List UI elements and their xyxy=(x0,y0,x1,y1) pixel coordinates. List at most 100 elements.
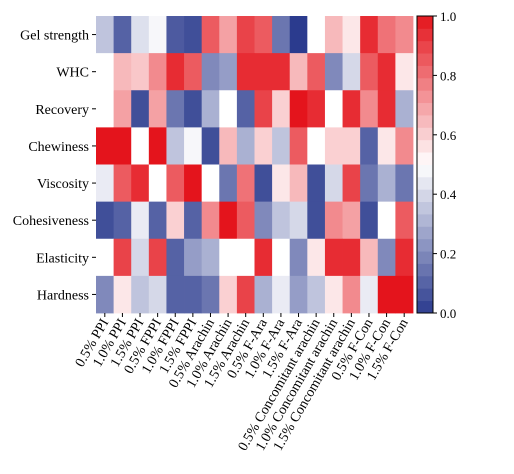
colorbar-tick-label: 0.8 xyxy=(440,68,456,83)
heatmap-cell xyxy=(166,238,185,277)
heatmap-cell xyxy=(219,164,238,203)
heatmap-cell xyxy=(236,90,255,128)
heatmap-cell xyxy=(342,238,361,277)
heatmap-cell xyxy=(360,90,379,128)
heatmap-cell xyxy=(289,127,308,165)
heatmap-cell xyxy=(201,201,220,240)
colorbar-segment xyxy=(417,251,433,264)
heatmap-cell xyxy=(342,16,361,54)
row-label: WHC xyxy=(56,66,89,81)
heatmap-cell xyxy=(148,201,167,240)
row-label: Viscosity xyxy=(37,177,89,192)
heatmap-cell xyxy=(184,127,203,165)
heatmap-cell xyxy=(113,201,132,240)
heatmap-cell xyxy=(324,164,343,203)
heatmap-cell xyxy=(236,16,255,54)
heatmap-cell xyxy=(201,127,220,165)
heatmap-cell xyxy=(201,53,220,91)
colorbar-segment xyxy=(417,189,433,203)
heatmap-cell xyxy=(395,16,414,54)
heatmap-cell xyxy=(219,238,238,277)
heatmap-cell xyxy=(272,90,291,128)
heatmap-cell xyxy=(131,127,150,165)
colorbar-segment xyxy=(417,139,433,153)
heatmap-cell xyxy=(254,238,273,277)
heatmap-cell xyxy=(395,90,414,128)
heatmap-cell xyxy=(236,201,255,240)
heatmap-cell xyxy=(201,164,220,203)
heatmap-cell xyxy=(184,16,203,54)
heatmap-cell xyxy=(324,201,343,240)
heatmap-cell xyxy=(395,275,414,314)
heatmap-cell xyxy=(254,53,273,91)
heatmap-cell xyxy=(148,238,167,277)
heatmap-cell xyxy=(131,164,150,203)
heatmap-cell xyxy=(148,164,167,203)
heatmap-cell xyxy=(96,90,115,128)
heatmap-cell xyxy=(184,238,203,277)
heatmap-cell xyxy=(342,201,361,240)
heatmap-cell xyxy=(184,201,203,240)
heatmap-cell xyxy=(148,53,167,91)
heatmap-cell xyxy=(289,238,308,277)
heatmap-cell xyxy=(184,275,203,314)
heatmap-cell xyxy=(166,53,185,91)
colorbar-segment xyxy=(417,77,433,91)
heatmap-cell xyxy=(254,16,273,54)
heatmap-cell xyxy=(113,16,132,54)
heatmap-cell xyxy=(377,275,396,314)
heatmap-cell xyxy=(184,164,203,203)
colorbar-tick-label: 0.2 xyxy=(440,247,456,262)
colorbar-tick-label: 0.0 xyxy=(440,306,456,321)
heatmap-cell xyxy=(201,238,220,277)
heatmap-cell xyxy=(342,53,361,91)
heatmap-cell xyxy=(360,275,379,314)
heatmap-cell xyxy=(307,127,326,165)
heatmap-cell xyxy=(342,164,361,203)
colorbar: 0.0 0.2 0.4 0.6 0.8 1.0 xyxy=(416,9,457,321)
heatmap-cell xyxy=(377,16,396,54)
heatmap-cell xyxy=(254,90,273,128)
heatmap-cell xyxy=(324,90,343,128)
heatmap-cell xyxy=(96,201,115,240)
heatmap-cell xyxy=(166,164,185,203)
row-label: Hardness xyxy=(37,288,89,303)
heatmap-cell xyxy=(272,238,291,277)
heatmap-cell xyxy=(395,238,414,277)
heatmap-cell xyxy=(236,164,255,203)
heatmap-cell xyxy=(148,90,167,128)
row-label: Recovery xyxy=(35,103,89,118)
heatmap-cell xyxy=(166,16,185,54)
heatmap-cell xyxy=(113,164,132,203)
heatmap-cell xyxy=(113,238,132,277)
colorbar-segment xyxy=(417,226,433,240)
heatmap-cell xyxy=(272,53,291,91)
heatmap-cell xyxy=(324,16,343,54)
heatmap-cell xyxy=(219,127,238,165)
heatmap-cell xyxy=(113,53,132,91)
heatmap-cell xyxy=(324,238,343,277)
heatmap-cell xyxy=(342,275,361,314)
heatmap-cell xyxy=(113,127,132,165)
colorbar-tick-label: 0.4 xyxy=(440,187,457,202)
colorbar-segment xyxy=(417,28,433,42)
heatmap-cell xyxy=(131,201,150,240)
row-label: Cohesiveness xyxy=(13,214,89,229)
heatmap-cell xyxy=(307,90,326,128)
colorbar-segment xyxy=(417,214,433,227)
colorbar-segment xyxy=(417,102,433,116)
heatmap-cell xyxy=(360,238,379,277)
colorbar-segment xyxy=(417,152,433,165)
heatmap-cell xyxy=(96,275,115,314)
heatmap-cell xyxy=(307,201,326,240)
heatmap-cell xyxy=(236,275,255,314)
colorbar-tick-label: 1.0 xyxy=(440,9,456,24)
heatmap-cell xyxy=(166,275,185,314)
heatmap-cell xyxy=(360,16,379,54)
heatmap-cell xyxy=(148,127,167,165)
heatmap-cell xyxy=(360,127,379,165)
colorbar-tick-label: 0.6 xyxy=(440,128,457,143)
heatmap-cell xyxy=(289,275,308,314)
